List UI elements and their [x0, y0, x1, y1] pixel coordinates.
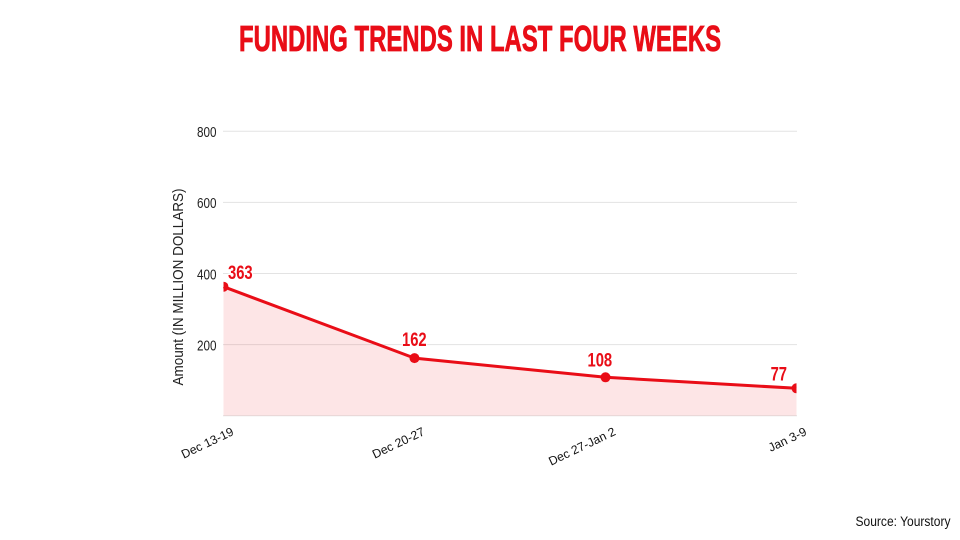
svg-text:Dec 27-Jan 2: Dec 27-Jan 2 — [546, 424, 618, 468]
svg-text:363: 363 — [228, 262, 253, 283]
svg-text:Source: Yourstory: Source: Yourstory — [856, 513, 951, 529]
svg-text:Dec 13-19: Dec 13-19 — [179, 424, 236, 461]
svg-text:Jan 3-9: Jan 3-9 — [766, 424, 809, 454]
svg-text:400: 400 — [197, 266, 217, 283]
svg-text:77: 77 — [771, 364, 787, 385]
svg-text:108: 108 — [587, 350, 612, 371]
svg-text:800: 800 — [197, 124, 217, 141]
svg-text:162: 162 — [402, 329, 427, 350]
svg-text:200: 200 — [197, 337, 217, 354]
svg-text:600: 600 — [197, 195, 217, 212]
svg-text:Amount (IN MILLION DOLLARS): Amount (IN MILLION DOLLARS) — [170, 188, 187, 385]
svg-text:Dec 20-27: Dec 20-27 — [370, 424, 427, 461]
